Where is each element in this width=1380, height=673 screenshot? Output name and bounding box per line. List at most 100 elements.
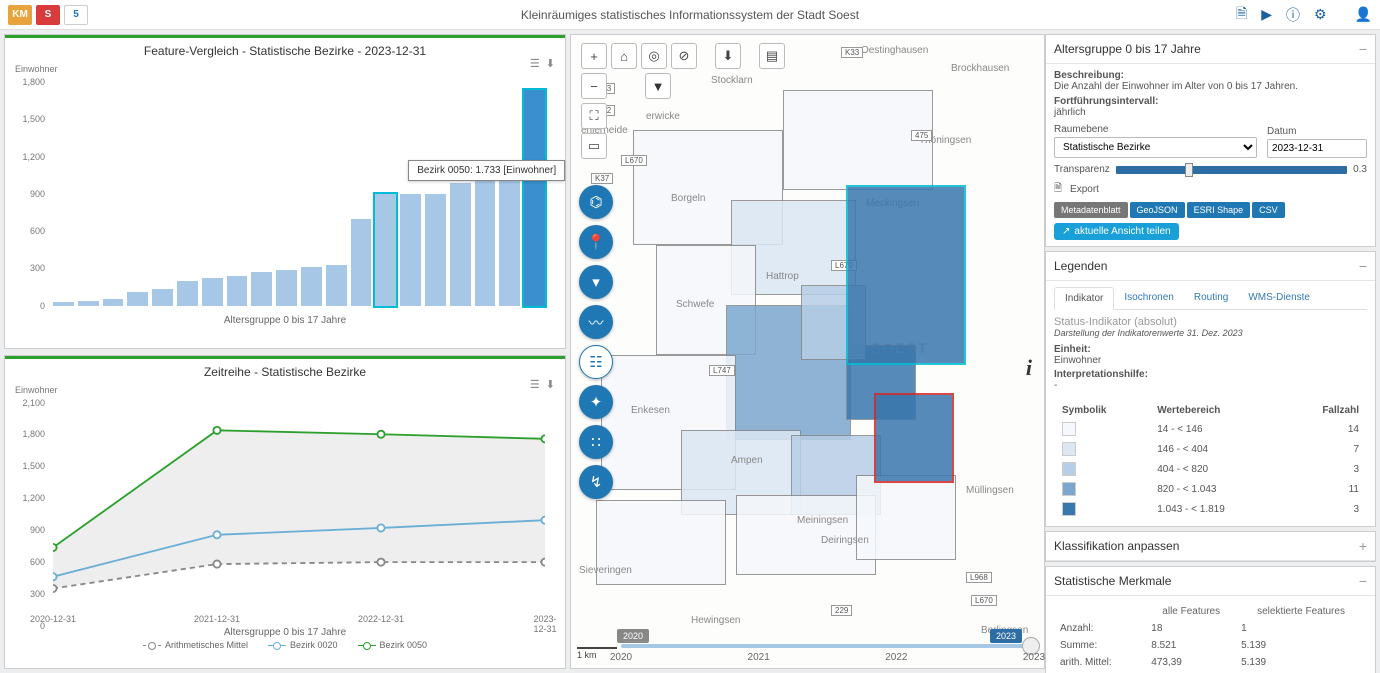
zoom-out-btn[interactable]: − bbox=[581, 73, 607, 99]
bar[interactable] bbox=[152, 289, 173, 305]
radar-icon[interactable]: ✦ bbox=[579, 385, 613, 419]
line-chart: Einwohner 03006009001,2001,5001,8002,100… bbox=[5, 385, 565, 669]
bar[interactable] bbox=[375, 194, 396, 305]
bar[interactable] bbox=[177, 281, 198, 306]
legend-item[interactable]: Bezirk 0050 bbox=[358, 640, 428, 650]
route-badge: 475 bbox=[911, 130, 932, 141]
collapse-icon[interactable]: − bbox=[1359, 258, 1367, 274]
layers-icon[interactable]: ▤ bbox=[759, 43, 785, 69]
export-pill[interactable]: Metadatenblatt bbox=[1054, 202, 1128, 218]
line-chart-panel: Zeitreihe - Statistische Bezirke ☰ ⬇ Ein… bbox=[4, 355, 566, 670]
map-region[interactable] bbox=[874, 393, 954, 483]
funnel-icon[interactable]: ▾ bbox=[579, 265, 613, 299]
bar[interactable] bbox=[251, 272, 272, 306]
place-label: Sieveringen bbox=[579, 565, 632, 576]
target-icon[interactable]: ◎ bbox=[641, 43, 667, 69]
route-badge: K37 bbox=[591, 173, 613, 184]
place-label: Schwefe bbox=[676, 299, 714, 310]
ban-icon[interactable]: ⊘ bbox=[671, 43, 697, 69]
app-title: Kleinräumiges statistisches Informations… bbox=[0, 8, 1380, 22]
zoom-in-btn[interactable]: + bbox=[581, 43, 607, 69]
legend-row: 820 - < 1.04311 bbox=[1056, 480, 1365, 498]
map-info-icon[interactable]: i bbox=[1026, 355, 1032, 381]
legend-row: 404 - < 8203 bbox=[1056, 460, 1365, 478]
share-icon: ↗ bbox=[1062, 226, 1070, 237]
legend-item[interactable]: Arithmetisches Mittel bbox=[143, 640, 248, 650]
bar[interactable] bbox=[425, 194, 446, 306]
transparency-slider[interactable] bbox=[1116, 166, 1347, 174]
route-badge: L670 bbox=[971, 595, 997, 606]
legend-item[interactable]: Bezirk 0020 bbox=[268, 640, 338, 650]
export-pill[interactable]: GeoJSON bbox=[1130, 202, 1185, 218]
place-label: Müllingsen bbox=[966, 485, 1014, 496]
level-select[interactable]: Statistische Bezirke bbox=[1054, 137, 1257, 158]
route-badge: L968 bbox=[966, 572, 992, 583]
time-slider[interactable]: 2020 2023 2020202120222023 bbox=[621, 630, 1034, 662]
bar[interactable] bbox=[450, 183, 471, 306]
bar-chart: Einwohner 03006009001,2001,5001,800 Alte… bbox=[5, 64, 565, 348]
map-region[interactable] bbox=[846, 185, 966, 365]
collapse-icon[interactable]: − bbox=[1359, 573, 1367, 589]
stats-panel: Statistische Merkmale − alle Features se… bbox=[1045, 566, 1376, 673]
legend-row: 14 - < 14614 bbox=[1056, 420, 1365, 438]
play-icon[interactable]: ▶ bbox=[1261, 6, 1272, 23]
bar-chart-title: Feature-Vergleich - Statistische Bezirke… bbox=[5, 38, 565, 64]
route-badge: 229 bbox=[831, 605, 852, 616]
logo-3: 5 bbox=[64, 5, 88, 25]
route-icon[interactable]: ↯ bbox=[579, 465, 613, 499]
date-input[interactable] bbox=[1267, 139, 1367, 158]
home-icon[interactable]: ⌂ bbox=[611, 43, 637, 69]
info-icon[interactable]: ⓘ bbox=[1286, 5, 1300, 25]
bar[interactable] bbox=[475, 179, 496, 306]
place-label: Ampen bbox=[731, 455, 763, 466]
legend-tab[interactable]: WMS-Dienste bbox=[1238, 287, 1320, 309]
pin-icon[interactable]: 📍 bbox=[579, 225, 613, 259]
hierarchy-icon[interactable]: ⌬ bbox=[579, 185, 613, 219]
place-label: Hattrop bbox=[766, 271, 799, 282]
bars-icon[interactable]: ☷ bbox=[579, 345, 613, 379]
bar[interactable] bbox=[227, 276, 248, 306]
doc-icon[interactable]: 🗎 bbox=[1236, 3, 1247, 27]
bar-chart-panel: Feature-Vergleich - Statistische Bezirke… bbox=[4, 34, 566, 349]
bar[interactable] bbox=[78, 301, 99, 306]
legend-tab[interactable]: Isochronen bbox=[1114, 287, 1183, 309]
bar[interactable] bbox=[53, 302, 74, 306]
export-pill[interactable]: CSV bbox=[1252, 202, 1285, 218]
download-map-icon[interactable]: ⬇ bbox=[715, 43, 741, 69]
bar[interactable] bbox=[326, 265, 347, 306]
bar[interactable] bbox=[499, 179, 520, 306]
map[interactable]: SOEST OestinghausenBrockhausenStocklarne… bbox=[570, 34, 1045, 669]
scatter-icon[interactable]: ∷ bbox=[579, 425, 613, 459]
bar[interactable] bbox=[202, 278, 223, 306]
bar[interactable] bbox=[103, 299, 124, 305]
legend-tab[interactable]: Routing bbox=[1184, 287, 1238, 309]
route-badge: L747 bbox=[709, 365, 735, 376]
export-pill[interactable]: ESRI Shape bbox=[1187, 202, 1251, 218]
logo-2: S bbox=[36, 5, 60, 25]
export-doc-icon[interactable]: 🗎 bbox=[1054, 181, 1062, 198]
filter-map-icon[interactable]: ▼ bbox=[645, 73, 671, 99]
legend-tab[interactable]: Indikator bbox=[1054, 287, 1114, 310]
legends-panel: Legenden − IndikatorIsochronenRoutingWMS… bbox=[1045, 251, 1376, 527]
extent-icon[interactable]: ⛶ bbox=[581, 103, 607, 129]
collapse-icon[interactable]: − bbox=[1359, 41, 1367, 57]
logo-1: KM bbox=[8, 5, 32, 25]
bar[interactable] bbox=[524, 90, 545, 305]
classification-panel[interactable]: Klassifikation anpassen + bbox=[1045, 531, 1376, 562]
bar[interactable] bbox=[276, 270, 297, 306]
bar[interactable] bbox=[301, 267, 322, 305]
place-label: Enkesen bbox=[631, 405, 670, 416]
bar[interactable] bbox=[127, 292, 148, 306]
expand-icon[interactable]: + bbox=[1359, 538, 1367, 554]
place-label: Brockhausen bbox=[951, 63, 1009, 74]
line-chart-title: Zeitreihe - Statistische Bezirke bbox=[5, 359, 565, 385]
user-icon[interactable]: 👤 bbox=[1355, 6, 1372, 23]
chart-line-icon[interactable]: 〰 bbox=[579, 305, 613, 339]
bar[interactable] bbox=[400, 194, 421, 305]
place-label: Meiningsen bbox=[797, 515, 848, 526]
share-button[interactable]: ↗ aktuelle Ansicht teilen bbox=[1054, 223, 1179, 240]
bar[interactable] bbox=[351, 219, 372, 306]
book-icon[interactable]: ▭ bbox=[581, 133, 607, 159]
gears-icon[interactable]: ⚙ bbox=[1314, 6, 1327, 23]
legend-row: 1.043 - < 1.8193 bbox=[1056, 500, 1365, 518]
